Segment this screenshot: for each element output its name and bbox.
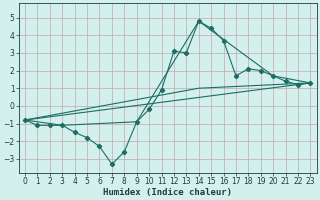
X-axis label: Humidex (Indice chaleur): Humidex (Indice chaleur) [103,188,232,197]
